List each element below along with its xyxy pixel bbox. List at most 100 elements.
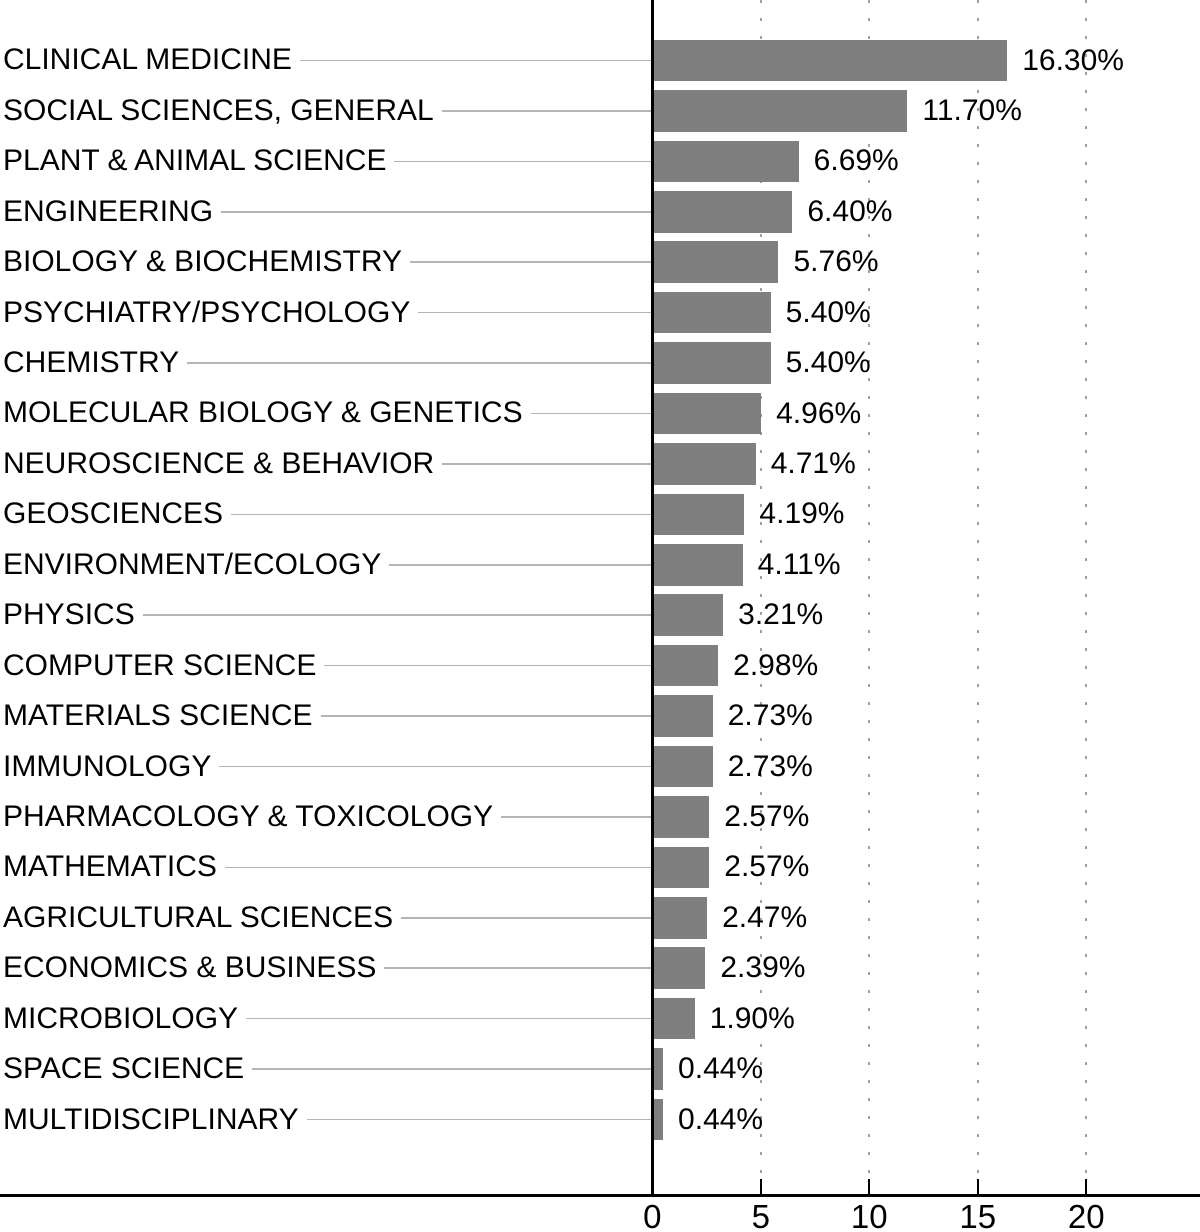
bar	[653, 291, 771, 334]
category-label: CLINICAL MEDICINE	[3, 43, 292, 77]
leader-line	[299, 59, 651, 62]
x-tick-label-5: 5	[751, 1198, 770, 1232]
category-label: ENVIRONMENT/ECOLOGY	[3, 547, 382, 581]
bar	[653, 493, 745, 536]
row-label-area: NEUROSCIENCE & BEHAVIOR	[0, 439, 651, 489]
leader-line	[306, 1118, 651, 1121]
row-label-area: ECONOMICS & BUSINESS	[0, 943, 651, 993]
x-axis-line	[0, 1194, 1200, 1197]
leader-line	[324, 664, 651, 667]
category-label: ENGINEERING	[3, 194, 214, 228]
bar	[653, 947, 706, 989]
value-label: 1.90%	[709, 1001, 795, 1035]
bar	[653, 644, 719, 687]
row-label-area: PHARMACOLOGY & TOXICOLOGY	[0, 792, 651, 842]
value-label: 4.96%	[776, 396, 862, 430]
x-tick-20	[1085, 1179, 1088, 1194]
row-label-area: CLINICAL MEDICINE	[0, 35, 651, 85]
leader-line	[252, 1068, 651, 1070]
leader-line	[224, 866, 651, 869]
row-label-area: MICROBIOLOGY	[0, 993, 651, 1043]
leader-line	[401, 917, 651, 919]
leader-line	[384, 967, 651, 969]
category-label: PHYSICS	[3, 598, 135, 632]
value-label: 16.30%	[1022, 43, 1124, 77]
value-label: 6.40%	[807, 194, 893, 228]
x-tick-15	[976, 1179, 979, 1194]
leader-line	[410, 261, 651, 263]
gridline-15	[976, 0, 979, 1194]
row-label-area: AGRICULTURAL SCIENCES	[0, 893, 651, 943]
leader-line	[320, 715, 651, 717]
bar	[653, 443, 756, 485]
bar	[653, 846, 710, 889]
category-label: MOLECULAR BIOLOGY & GENETICS	[3, 396, 523, 430]
bar	[653, 997, 695, 1040]
value-label: 4.71%	[770, 446, 856, 480]
bar	[653, 897, 708, 939]
value-label: 0.44%	[678, 1102, 764, 1136]
leader-line	[219, 765, 651, 768]
value-label: 4.11%	[757, 547, 841, 581]
value-label: 5.40%	[785, 346, 871, 380]
leader-line	[231, 513, 651, 516]
leader-line	[142, 614, 651, 616]
category-label: IMMUNOLOGY	[3, 749, 212, 783]
bar	[653, 140, 799, 183]
row-label-area: MOLECULAR BIOLOGY & GENETICS	[0, 388, 651, 438]
bar	[653, 1098, 664, 1141]
bar	[653, 191, 793, 233]
category-label: MATHEMATICS	[3, 850, 217, 884]
value-label: 5.76%	[793, 245, 879, 279]
category-label: SPACE SCIENCE	[3, 1052, 245, 1086]
value-label: 3.21%	[738, 598, 824, 632]
x-tick-label-15: 15	[959, 1198, 997, 1232]
value-label: 11.70%	[922, 93, 1022, 127]
category-label: MULTIDISCIPLINARY	[3, 1102, 299, 1136]
bar	[653, 392, 762, 435]
value-label: 2.39%	[720, 951, 806, 985]
category-label: BIOLOGY & BIOCHEMISTRY	[3, 245, 402, 279]
x-tick-5	[759, 1179, 762, 1194]
leader-line	[389, 564, 651, 566]
leader-line	[221, 211, 651, 213]
gridline-5	[759, 0, 762, 1194]
gridline-10	[868, 0, 871, 1194]
leader-line	[394, 160, 651, 163]
category-label: MATERIALS SCIENCE	[3, 699, 313, 733]
row-label-area: SPACE SCIENCE	[0, 1044, 651, 1094]
row-label-area: MULTIDISCIPLINARY	[0, 1094, 651, 1144]
leader-line	[441, 110, 651, 112]
bar	[653, 342, 771, 384]
value-label: 2.57%	[724, 850, 810, 884]
x-tick-label-20: 20	[1067, 1198, 1105, 1232]
row-label-area: GEOSCIENCES	[0, 489, 651, 539]
value-label: 4.19%	[759, 497, 845, 531]
category-label: CHEMISTRY	[3, 346, 180, 380]
gridline-20	[1085, 0, 1088, 1194]
row-label-area: COMPUTER SCIENCE	[0, 640, 651, 690]
value-label: 2.98%	[733, 648, 819, 682]
row-label-area: BIOLOGY & BIOCHEMISTRY	[0, 237, 651, 287]
leader-line	[530, 412, 651, 415]
bar	[653, 241, 779, 283]
category-label: PLANT & ANIMAL SCIENCE	[3, 144, 387, 178]
bar	[653, 1048, 664, 1090]
row-label-area: IMMUNOLOGY	[0, 741, 651, 791]
value-label: 2.73%	[727, 699, 813, 733]
value-label: 2.73%	[727, 749, 813, 783]
row-label-area: MATHEMATICS	[0, 842, 651, 892]
bar	[653, 745, 713, 788]
value-label: 6.69%	[813, 144, 899, 178]
bar	[653, 796, 710, 838]
category-label: PHARMACOLOGY & TOXICOLOGY	[3, 799, 494, 833]
row-label-area: SOCIAL SCIENCES, GENERAL	[0, 86, 651, 136]
x-tick-10	[868, 1179, 871, 1194]
bar	[653, 544, 743, 586]
leader-line	[442, 463, 651, 465]
row-label-area: PHYSICS	[0, 590, 651, 640]
category-label: AGRICULTURAL SCIENCES	[3, 900, 394, 934]
x-tick-label-10: 10	[850, 1198, 888, 1232]
category-label: GEOSCIENCES	[3, 497, 224, 531]
